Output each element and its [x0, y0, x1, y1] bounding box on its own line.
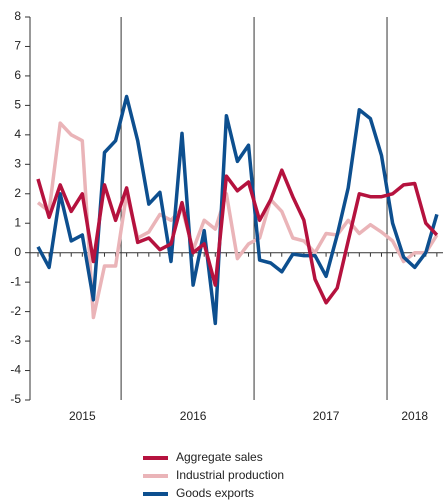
- y-tick-label: -3: [10, 333, 21, 347]
- x-tick-label: 2015: [69, 409, 96, 423]
- y-tick-label: -2: [10, 304, 21, 318]
- y-tick-label: 5: [14, 98, 21, 112]
- legend-label: Industrial production: [176, 468, 284, 482]
- series-line: [36, 94, 439, 326]
- x-tick-label: 2016: [180, 409, 207, 423]
- legend-label: Aggregate sales: [176, 450, 263, 464]
- y-tick-label: -4: [10, 363, 21, 377]
- x-tick-label: 2018: [401, 409, 428, 423]
- y-tick-label: 0: [14, 245, 21, 259]
- y-tick-label: -5: [10, 392, 21, 406]
- series-line: [36, 168, 439, 305]
- y-tick-label: 7: [14, 39, 21, 53]
- y-tick-label: 3: [14, 156, 21, 170]
- y-tick-label: 4: [14, 127, 21, 141]
- y-tick-label: 8: [14, 9, 21, 23]
- series-line: [36, 121, 439, 320]
- y-tick-label: -1: [10, 274, 21, 288]
- y-tick-label: 2: [14, 186, 21, 200]
- legend-label: Goods exports: [176, 486, 254, 500]
- y-tick-label: 1: [14, 215, 21, 229]
- y-tick-label: 6: [14, 68, 21, 82]
- x-tick-label: 2017: [313, 409, 340, 423]
